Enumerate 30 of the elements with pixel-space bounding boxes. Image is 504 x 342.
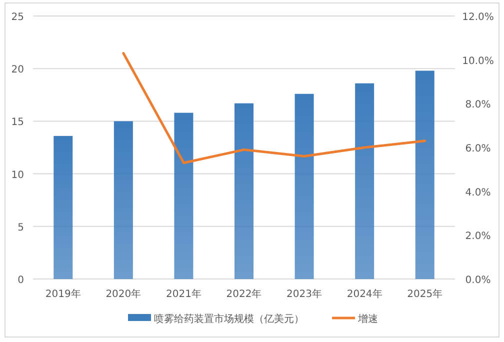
x-tick-label: 2025年 — [407, 288, 443, 300]
y-tick-label: 10 — [11, 170, 24, 181]
legend-label: 增速 — [357, 313, 378, 325]
y2-tick-label: 4.0% — [465, 187, 491, 198]
bar — [54, 136, 73, 279]
bar — [415, 70, 434, 279]
bar — [355, 83, 374, 279]
y-tick-label: 5 — [18, 222, 24, 234]
y-tick-label: 25 — [11, 12, 24, 23]
bar — [234, 103, 254, 279]
x-tick-label: 2024年 — [346, 288, 382, 300]
x-tick-label: 2020年 — [106, 288, 142, 300]
bar — [294, 94, 314, 279]
y2-tick-label: 2.0% — [465, 231, 491, 242]
y2-tick-label: 10.0% — [462, 56, 494, 67]
y-tick-label: 20 — [11, 64, 24, 76]
y2-tick-label: 12.0% — [462, 12, 494, 23]
bar — [114, 121, 133, 279]
y2-tick-label: 0.0% — [465, 275, 491, 286]
y-tick-label: 15 — [11, 117, 24, 128]
x-tick-label: 2022年 — [226, 288, 262, 300]
y2-tick-label: 6.0% — [465, 144, 491, 154]
y-tick-label: 0 — [18, 275, 24, 286]
line-series — [122, 52, 426, 164]
bar — [174, 112, 194, 279]
x-tick-label: 2019年 — [45, 288, 81, 300]
y2-tick-label: 8.0% — [465, 100, 491, 111]
x-tick-label: 2023年 — [286, 288, 322, 300]
legend-label: 喷雾给药装置市场规模（亿美元） — [154, 313, 304, 325]
x-tick-label: 2021年 — [166, 288, 202, 300]
